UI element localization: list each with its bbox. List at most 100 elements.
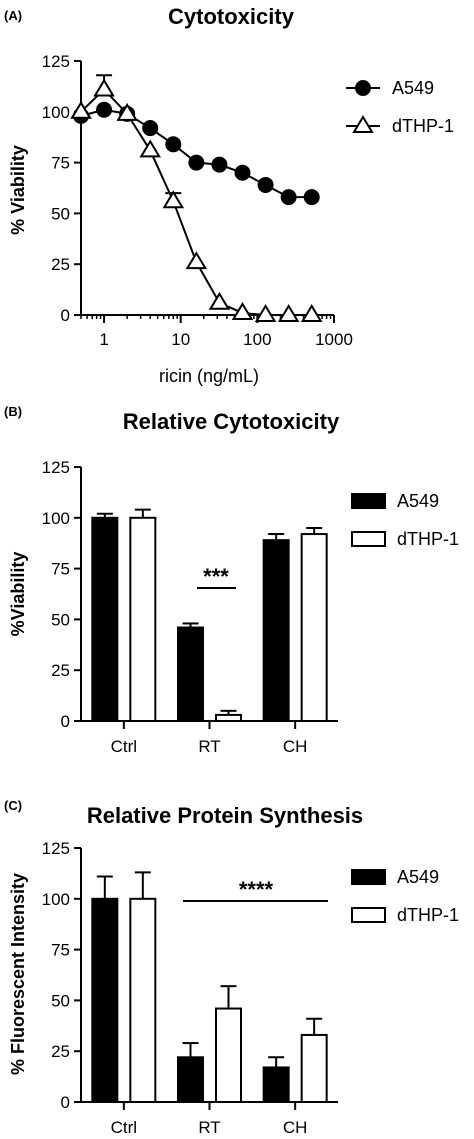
x-tick-label: Ctrl [111, 1118, 137, 1137]
panel-b-bars [91, 508, 328, 723]
y-tick-label: 125 [42, 52, 70, 71]
x-tick-label: 1000 [315, 330, 353, 349]
data-point-a549 [142, 120, 159, 137]
panel-b: (B) Relative Cytotoxicity %Viability 0 25… [4, 404, 459, 756]
panel-c-significance-stars: **** [239, 877, 274, 902]
y-tick-label: 0 [61, 712, 70, 731]
panel-a-legend: A549 dTHP-1 [346, 78, 454, 136]
panel-b-significance-stars: *** [203, 564, 229, 589]
panel-b-y-axis-label: %Viability [8, 552, 28, 637]
panel-a-x-axis-label: ricin (ng/mL) [159, 366, 259, 386]
data-point-dthp1 [93, 78, 115, 97]
panel-c-bars [91, 871, 328, 1104]
y-tick-label: 75 [51, 941, 70, 960]
series-dthp1-line [80, 88, 312, 316]
y-tick-label: 75 [51, 560, 70, 579]
bar-a549 [262, 1066, 290, 1104]
legend-dthp1-label: dTHP-1 [392, 116, 454, 136]
legend-b-dthp1-label: dTHP-1 [397, 529, 459, 549]
panel-a-y-axis-label: % Viability [8, 145, 28, 235]
x-tick-label: RT [198, 1118, 220, 1137]
panel-c-y-axis-label: % Fluorescent Intensity [8, 873, 28, 1075]
panel-a: (A) Cytotoxicity % Viability ricin (ng/m… [4, 4, 454, 386]
data-point-dthp1 [139, 139, 161, 158]
data-point-a549 [303, 189, 320, 206]
y-tick-label: 100 [42, 890, 70, 909]
bar-dthp1 [300, 533, 328, 723]
panel-c-letter: (C) [4, 798, 22, 813]
panel-c-title: Relative Protein Synthesis [87, 803, 363, 828]
series-a549-line [80, 108, 312, 199]
legend-b-dthp1-swatch [351, 531, 386, 547]
panel-c-y-ticks: 0 25 50 75 100 125 [42, 839, 81, 1112]
data-point-a549 [188, 154, 205, 171]
y-tick-label: 0 [61, 1093, 70, 1112]
legend-c-dthp1-swatch [351, 907, 386, 923]
x-tick-label: Ctrl [111, 737, 137, 756]
data-point-dthp1 [208, 291, 231, 310]
y-tick-label: 125 [42, 839, 70, 858]
bar-dthp1 [129, 897, 157, 1103]
panel-a-series [70, 74, 323, 322]
y-tick-label: 25 [51, 255, 70, 274]
panel-a-letter: (A) [4, 8, 22, 23]
data-point-a549 [257, 176, 274, 193]
data-point-dthp1 [162, 190, 185, 209]
data-point-dthp1 [231, 302, 254, 320]
y-tick-label: 25 [51, 1042, 70, 1061]
panel-b-legend: A549 dTHP-1 [351, 491, 459, 549]
legend-a549-label: A549 [392, 78, 434, 98]
bar-a549 [177, 1056, 204, 1104]
legend-b-a549-swatch [351, 493, 386, 509]
data-point-dthp1 [185, 251, 208, 270]
data-point-a549 [96, 101, 113, 118]
panel-b-title: Relative Cytotoxicity [123, 409, 340, 434]
legend-a549-marker [355, 80, 371, 96]
panel-c-legend: A549 dTHP-1 [351, 867, 459, 925]
bar-a549 [91, 897, 119, 1103]
legend-c-dthp1-label: dTHP-1 [397, 905, 459, 925]
legend-b-a549-label: A549 [397, 491, 439, 511]
bar-a549 [177, 626, 204, 723]
y-tick-label: 100 [42, 509, 70, 528]
panel-a-title: Cytotoxicity [168, 4, 295, 29]
bar-dthp1 [215, 713, 242, 722]
x-tick-label: CH [283, 1118, 308, 1137]
x-tick-label: 100 [243, 330, 271, 349]
y-tick-label: 50 [51, 991, 70, 1010]
data-point-a549 [280, 189, 297, 206]
data-point-dthp1 [70, 100, 92, 119]
bar-a549 [262, 539, 290, 722]
data-point-dthp1 [116, 102, 138, 121]
y-tick-label: 50 [51, 610, 70, 629]
panel-c: (C) Relative Protein Synthesis % Fluores… [4, 798, 459, 1137]
bar-dthp1 [129, 516, 157, 722]
x-tick-label: 1 [99, 330, 108, 349]
panel-a-x-ticks: 1 10 100 1000 [80, 315, 353, 349]
panel-c-x-ticks: Ctrl RT CH [111, 1102, 308, 1137]
y-tick-label: 125 [42, 458, 70, 477]
y-tick-label: 100 [42, 103, 70, 122]
x-tick-label: 10 [171, 330, 190, 349]
bar-dthp1 [215, 1007, 242, 1104]
data-point-dthp1 [300, 304, 323, 322]
x-tick-label: RT [198, 737, 220, 756]
y-tick-label: 50 [51, 204, 70, 223]
data-point-a549 [165, 136, 182, 153]
legend-dthp1-marker [352, 115, 374, 133]
data-point-dthp1 [277, 304, 300, 322]
data-point-dthp1 [254, 304, 277, 322]
panel-b-y-ticks: 0 25 50 75 100 125 [42, 458, 81, 731]
x-tick-label: CH [283, 737, 308, 756]
bar-a549 [91, 516, 119, 722]
data-point-a549 [211, 156, 228, 173]
legend-c-a549-label: A549 [397, 867, 439, 887]
data-point-a549 [234, 164, 251, 181]
y-tick-label: 0 [61, 306, 70, 325]
bar-dthp1 [300, 1033, 328, 1103]
panel-b-letter: (B) [4, 404, 22, 419]
y-tick-label: 25 [51, 661, 70, 680]
y-tick-label: 75 [51, 154, 70, 173]
panel-b-x-ticks: Ctrl RT CH [111, 721, 308, 756]
